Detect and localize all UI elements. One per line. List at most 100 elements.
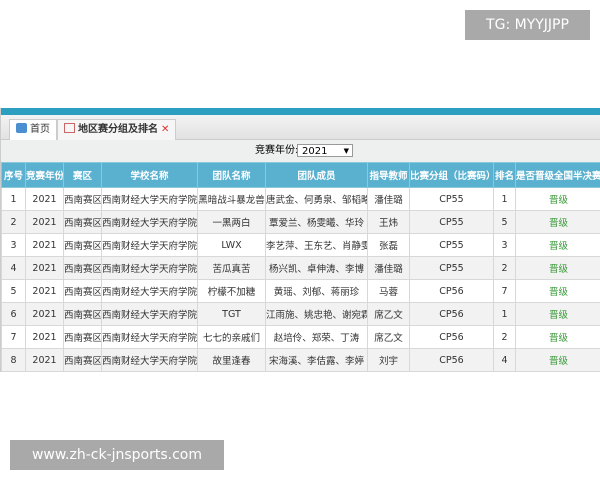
table-cell: 黑暗战斗暴龙兽 [197,187,266,211]
table-row[interactable]: 4 2021 西南赛区 西南财经大学天府学院 苦瓜真苦 杨兴凯、卓伸涛、李博 潘佳璐 CP55… [1,256,600,280]
table-cell: 2021 [25,256,64,280]
status-badge: 晋级 [515,325,600,349]
table-cell: 刘宇 [367,348,410,372]
table-cell: 唐武金、何勇泉、邹韬略 [265,187,368,211]
column-header: 是否晋级全国半决赛 [515,162,600,188]
table-cell: 故里逢春 [197,348,266,372]
table-row[interactable]: 2 2021 西南赛区 西南财经大学天府学院 一黑两白 覃爱兰、杨雯曦、华玲 王炜 CP55 5… [1,210,600,234]
table-cell: 宋海溪、李佶露、李婷 [265,348,368,372]
table-cell: 5 [493,210,516,234]
table-cell: 西南赛区 [63,279,102,303]
table-cell: 3 [1,233,26,257]
table-cell: 七七的亲戚们 [197,325,266,349]
watermark-bottom: www.zh-ck-jnsports.com [10,440,224,470]
table-cell: 一黑两白 [197,210,266,234]
year-label: 竞赛年份: [255,145,299,156]
table-cell: 西南财经大学天府学院 [101,348,198,372]
table-row[interactable]: 7 2021 西南赛区 西南财经大学天府学院 七七的亲戚们 赵培伶、郑荣、丁涛 席乙文 CP5… [1,325,600,349]
table-row[interactable]: 5 2021 西南赛区 西南财经大学天府学院 柠檬不加糖 黄瑶、刘郁、蒋丽珍 马蓉 CP56 7… [1,279,600,303]
table-cell: 2 [493,325,516,349]
filter-row: 竞赛年份: 2021 ▼ [1,140,600,162]
table-cell: 2021 [25,233,64,257]
table-cell: 2021 [25,325,64,349]
column-header: 团队成员 [265,162,368,188]
table-cell: 西南赛区 [63,256,102,280]
table-cell: 西南赛区 [63,325,102,349]
table-cell: 李艺萍、王东艺、肖静雯 [265,233,368,257]
table-cell: CP55 [409,233,494,257]
table-cell: 王炜 [367,210,410,234]
tab-label: 地区赛分组及排名 [78,124,158,135]
table-cell: 席乙文 [367,302,410,326]
table-cell: 1 [1,187,26,211]
table-cell: 2021 [25,302,64,326]
table-cell: 8 [1,348,26,372]
status-badge: 晋级 [515,233,600,257]
tab-home[interactable]: 首页 [9,119,57,140]
column-header: 排名 [493,162,516,188]
year-value: 2021 [302,146,328,157]
table-cell: 西南赛区 [63,348,102,372]
table-row[interactable]: 6 2021 西南赛区 西南财经大学天府学院 TGT 江雨施、姚忠艳、谢宛霖 席乙文 CP56… [1,302,600,326]
table-cell: 西南赛区 [63,302,102,326]
table-cell: 西南赛区 [63,210,102,234]
tab-label: 首页 [30,124,50,135]
table-cell: 西南财经大学天府学院 [101,233,198,257]
column-header: 竞赛年份 [25,162,64,188]
table-cell: 赵培伶、郑荣、丁涛 [265,325,368,349]
table-cell: 2 [1,210,26,234]
table-cell: 西南财经大学天府学院 [101,325,198,349]
column-header: 序号 [1,162,26,188]
table-cell: 2021 [25,210,64,234]
ranking-table: 序号 竞赛年份 赛区 学校名称 团队名称 团队成员 指导教师 比赛分组（比赛码） 排名 是否晋级全… [1,162,600,372]
tab-bar: 首页 地区赛分组及排名 ✕ [1,115,600,140]
year-select[interactable]: 2021 ▼ [297,144,353,157]
table-cell: 杨兴凯、卓伸涛、李博 [265,256,368,280]
status-badge: 晋级 [515,279,600,303]
top-bar [1,108,600,115]
column-header: 指导教师 [367,162,410,188]
column-header: 赛区 [63,162,102,188]
table-cell: 3 [493,233,516,257]
status-badge: 晋级 [515,256,600,280]
table-cell: 西南财经大学天府学院 [101,256,198,280]
table-cell: 2 [493,256,516,280]
table-cell: 4 [493,348,516,372]
home-icon [16,123,27,133]
tab-region-ranking[interactable]: 地区赛分组及排名 ✕ [57,119,177,140]
table-cell: 2021 [25,348,64,372]
table-cell: 西南财经大学天府学院 [101,302,198,326]
table-cell: 2021 [25,187,64,211]
table-cell: 西南赛区 [63,233,102,257]
column-header: 学校名称 [101,162,198,188]
table-cell: 7 [1,325,26,349]
table-cell: 西南赛区 [63,187,102,211]
table-cell: CP56 [409,279,494,303]
chevron-down-icon: ▼ [343,147,349,155]
watermark-top: TG: MYYJJPP [465,10,590,40]
table-cell: 覃爱兰、杨雯曦、华玲 [265,210,368,234]
status-badge: 晋级 [515,348,600,372]
table-cell: 西南财经大学天府学院 [101,279,198,303]
table-cell: 西南财经大学天府学院 [101,210,198,234]
table-cell: 西南财经大学天府学院 [101,187,198,211]
table-cell: 柠檬不加糖 [197,279,266,303]
table-cell: 张磊 [367,233,410,257]
table-row[interactable]: 8 2021 西南赛区 西南财经大学天府学院 故里逢春 宋海溪、李佶露、李婷 刘宇 CP56 4… [1,348,600,372]
table-cell: 江雨施、姚忠艳、谢宛霖 [265,302,368,326]
table-cell: 苦瓜真苦 [197,256,266,280]
table-cell: LWX [197,233,266,257]
close-icon[interactable]: ✕ [161,124,170,135]
table-row[interactable]: 1 2021 西南赛区 西南财经大学天府学院 黑暗战斗暴龙兽 唐武金、何勇泉、邹韬略 潘佳璐… [1,187,600,211]
table-cell: CP56 [409,302,494,326]
status-badge: 晋级 [515,210,600,234]
table-cell: 席乙文 [367,325,410,349]
table-cell: CP55 [409,187,494,211]
table-cell: 1 [493,187,516,211]
table-cell: 4 [1,256,26,280]
table-cell: 黄瑶、刘郁、蒋丽珍 [265,279,368,303]
table-cell: 潘佳璐 [367,187,410,211]
table-cell: TGT [197,302,266,326]
table-cell: CP55 [409,210,494,234]
table-row[interactable]: 3 2021 西南赛区 西南财经大学天府学院 LWX 李艺萍、王东艺、肖静雯 张磊 CP55 3… [1,233,600,257]
